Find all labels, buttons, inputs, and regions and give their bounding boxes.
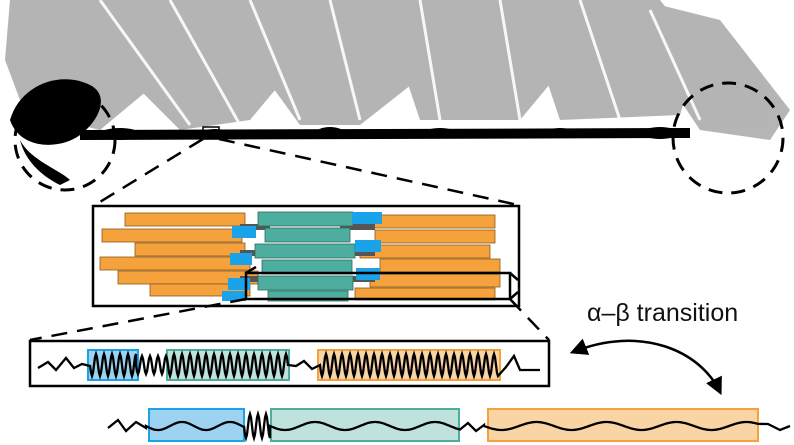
blue-segments: [222, 212, 382, 301]
zoom-source-box: [202, 126, 220, 140]
beta-chain: [107, 408, 791, 443]
zoom-lines-top: [94, 137, 519, 207]
fiber-haze: [5, 0, 790, 140]
fibril-bundle: [91, 204, 521, 308]
orange-beta-sheets: [99, 212, 501, 301]
zoom-lines-bottom: [29, 297, 550, 342]
transition-label: α–β transition: [587, 299, 738, 327]
beta-blue-region: [148, 408, 245, 442]
alpha-chain: [28, 339, 551, 388]
highlight-fibril-box: [244, 265, 519, 301]
alpha-chain-backbone: [37, 350, 540, 380]
beta-chain-backbone: [107, 409, 791, 443]
teal-helices: [254, 211, 356, 302]
fiber-streaks: [98, 0, 702, 126]
fiber-core: [80, 127, 690, 140]
left-end-dashed-circle: [13, 88, 117, 192]
fiber-image: [5, 0, 790, 195]
double-headed-curved-arrow-icon: [569, 338, 722, 396]
fiber-left-blob: [10, 79, 101, 185]
right-end-dashed-circle: [671, 81, 785, 195]
